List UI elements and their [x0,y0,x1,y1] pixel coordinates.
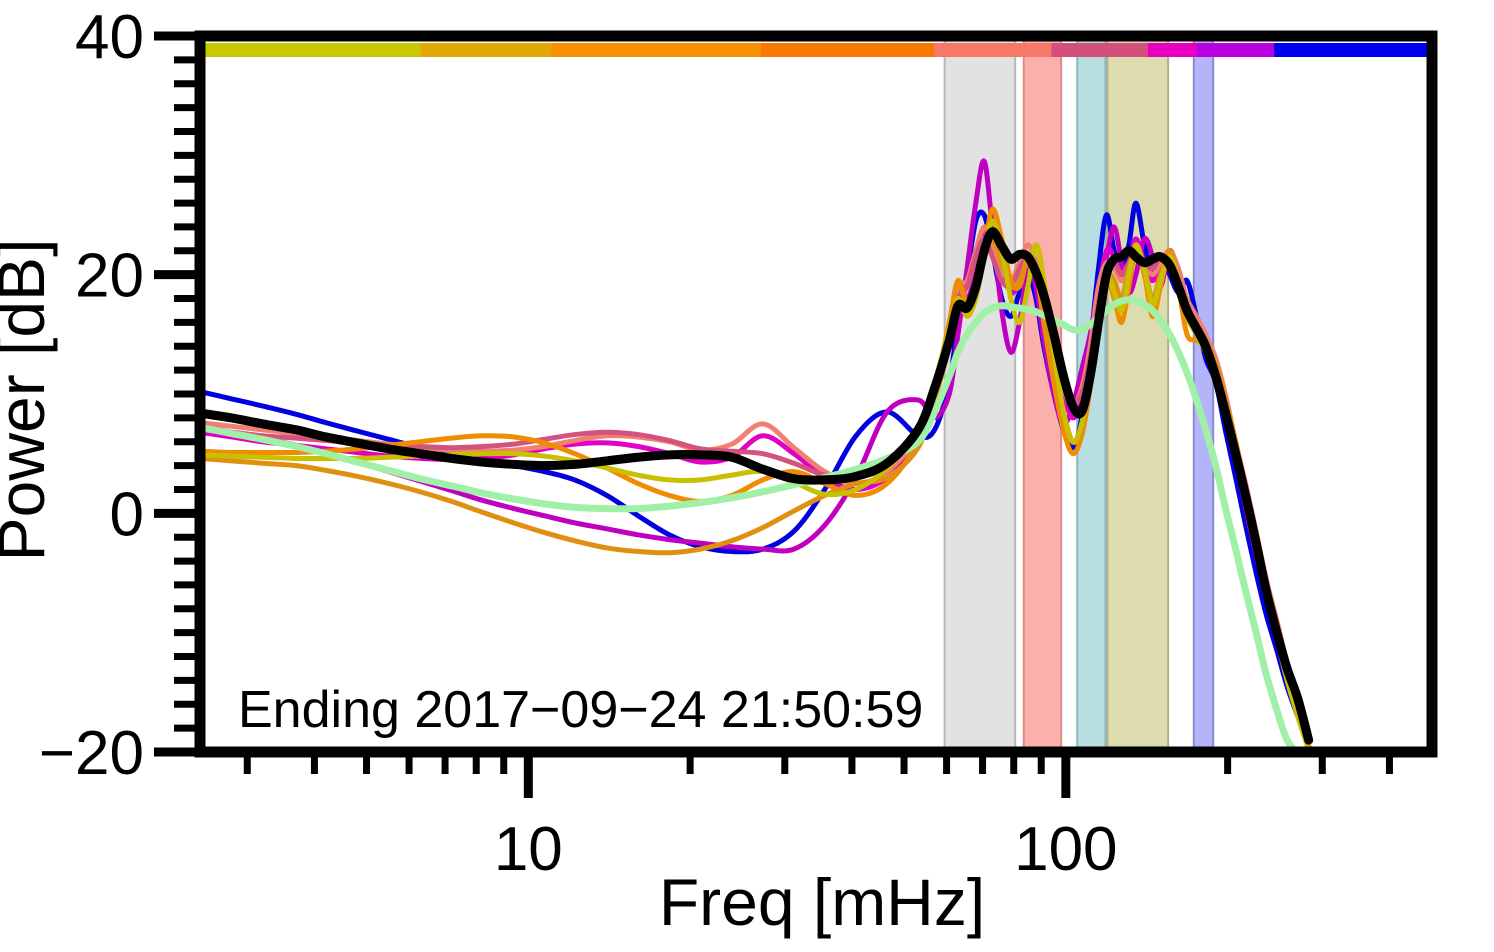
x-tick-label: 10 [494,815,563,884]
colorbar-segment-8 [1274,43,1432,57]
tick-labels-group: 10 100 −20 0 20 40 [39,3,1118,884]
colorbar-segment-3 [760,43,935,57]
ending-timestamp-annotation: Ending 2017−09−24 21:50:59 [238,681,923,739]
colorbar-segment-6 [1147,43,1197,57]
data-series-group [200,158,1314,752]
x-tick-label: 100 [1014,815,1117,884]
y-tick-label: −20 [39,719,144,788]
band-khaki [1106,35,1170,753]
y-tick-label: 20 [75,242,144,311]
y-axis-title: Power [dB] [0,239,58,562]
tick-marks-group [154,31,1393,798]
colorbar-segment-5 [1051,43,1148,57]
band-gray [943,35,1017,753]
colorbar-segment-4 [934,43,1052,57]
series-trace-lightgreen [200,296,1313,752]
series-mean [200,227,1314,745]
y-tick-label: 0 [110,480,144,549]
colorbar-segment-1 [420,43,551,57]
colorbar-segment-0 [200,43,421,57]
colorbar-segment-7 [1196,43,1275,57]
x-axis-title: Freq [mHz] [659,865,985,939]
top-colorbar-group [200,43,1432,57]
y-tick-label: 40 [75,3,144,72]
colorbar-segment-2 [550,43,761,57]
